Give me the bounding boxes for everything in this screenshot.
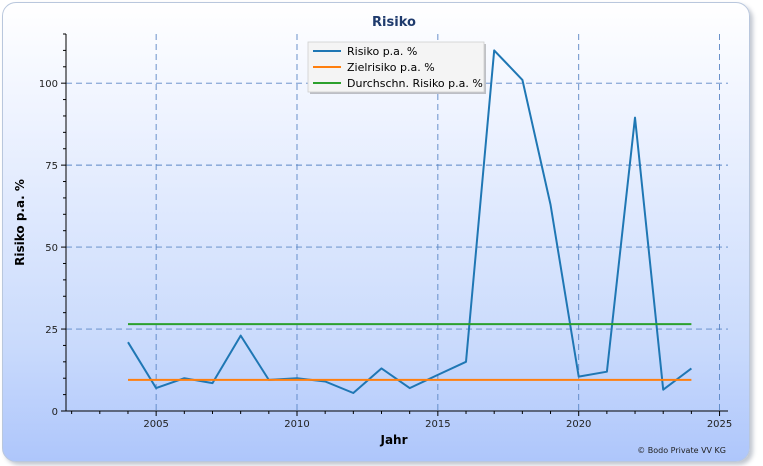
- y-tick-label: 0: [52, 407, 58, 418]
- series-line-1: [127, 49, 693, 394]
- chart-title: Risiko: [372, 15, 416, 30]
- series-lines: [127, 49, 693, 394]
- y-tick-label: 50: [45, 243, 58, 254]
- legend-label: Zielrisiko p.a. %: [347, 61, 435, 74]
- legend: Risiko p.a. % Zielrisiko p.a. % Durchschn.…: [307, 41, 486, 94]
- copyright-note: © Bodo Private VV KG: [637, 446, 726, 455]
- x-tick-label: 2025: [707, 419, 732, 430]
- y-axis-label: Risiko p.a. %: [13, 179, 27, 266]
- x-tick-label: 2015: [425, 419, 450, 430]
- y-tick-label: 100: [39, 79, 58, 90]
- x-tick-label: 2010: [284, 419, 309, 430]
- x-tick-label: 2005: [143, 419, 168, 430]
- y-tick-label: 25: [45, 325, 58, 336]
- x-axis-label: Jahr: [379, 433, 407, 447]
- x-tick-label: 2020: [566, 419, 591, 430]
- axes: 2005 2010 2015 2020 2025 0 25 50 75 100: [39, 33, 732, 430]
- y-tick-label: 75: [45, 161, 58, 172]
- legend-label: Durchschn. Risiko p.a. %: [347, 77, 483, 90]
- legend-label: Risiko p.a. %: [347, 45, 417, 58]
